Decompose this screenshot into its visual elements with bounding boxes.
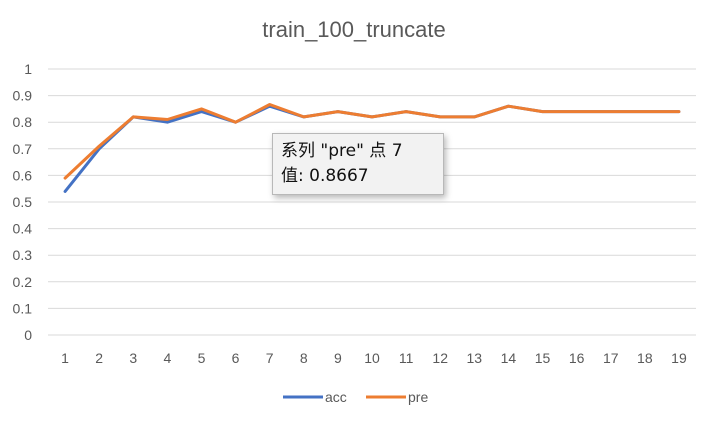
x-tick-label: 5 (198, 350, 206, 366)
y-tick-label: 0.5 (13, 194, 33, 210)
x-tick-label: 4 (163, 350, 171, 366)
series-line-pre (63, 103, 681, 180)
x-tick-label: 16 (569, 350, 585, 366)
y-tick-label: 0.1 (13, 300, 33, 316)
x-tick-label: 14 (501, 350, 517, 366)
x-tick-label: 10 (364, 350, 380, 366)
y-tick-label: 0 (24, 327, 32, 343)
x-tick-label: 19 (671, 350, 687, 366)
y-tick-label: 1 (24, 61, 32, 77)
x-tick-label: 2 (95, 350, 103, 366)
y-tick-label: 0.6 (13, 167, 33, 183)
x-tick-label: 15 (535, 350, 551, 366)
x-tick-label: 9 (334, 350, 342, 366)
chart-title: train_100_truncate (262, 17, 445, 42)
y-tick-label: 0.4 (13, 221, 33, 237)
y-tick-label: 0.9 (13, 88, 33, 104)
y-tick-label: 0.2 (13, 274, 33, 290)
x-tick-label: 12 (432, 350, 448, 366)
legend: acc pre (283, 389, 428, 405)
x-tick-label: 18 (637, 350, 653, 366)
x-tick-label: 1 (61, 350, 69, 366)
tooltip-series-point: 系列 "pre" 点 7 (281, 141, 403, 161)
data-point-tooltip: 系列 "pre" 点 7 值: 0.8667 (272, 133, 444, 195)
y-tick-label: 0.7 (13, 141, 33, 157)
x-tick-label: 7 (266, 350, 274, 366)
x-tick-label: 17 (603, 350, 619, 366)
x-tick-label: 6 (232, 350, 240, 366)
tooltip-value: 值: 0.8667 (281, 166, 369, 186)
y-tick-label: 0.8 (13, 114, 33, 130)
x-tick-label: 13 (467, 350, 483, 366)
gridlines (48, 68, 696, 336)
series-lines (63, 103, 681, 193)
x-tick-label: 11 (399, 350, 414, 366)
x-tick-label: 3 (129, 350, 137, 366)
y-tick-label: 0.3 (13, 247, 33, 263)
x-axis-ticks: 1 2 3 4 5 6 7 8 9 10 11 12 13 14 15 16 17 18 19 (61, 350, 687, 366)
legend-label-pre: pre (408, 389, 428, 405)
y-axis-ticks: 0 0.1 0.2 0.3 0.4 0.5 0.6 0.7 0.8 0.9 1 (13, 61, 33, 343)
legend-label-acc: acc (325, 389, 347, 405)
x-tick-label: 8 (300, 350, 308, 366)
